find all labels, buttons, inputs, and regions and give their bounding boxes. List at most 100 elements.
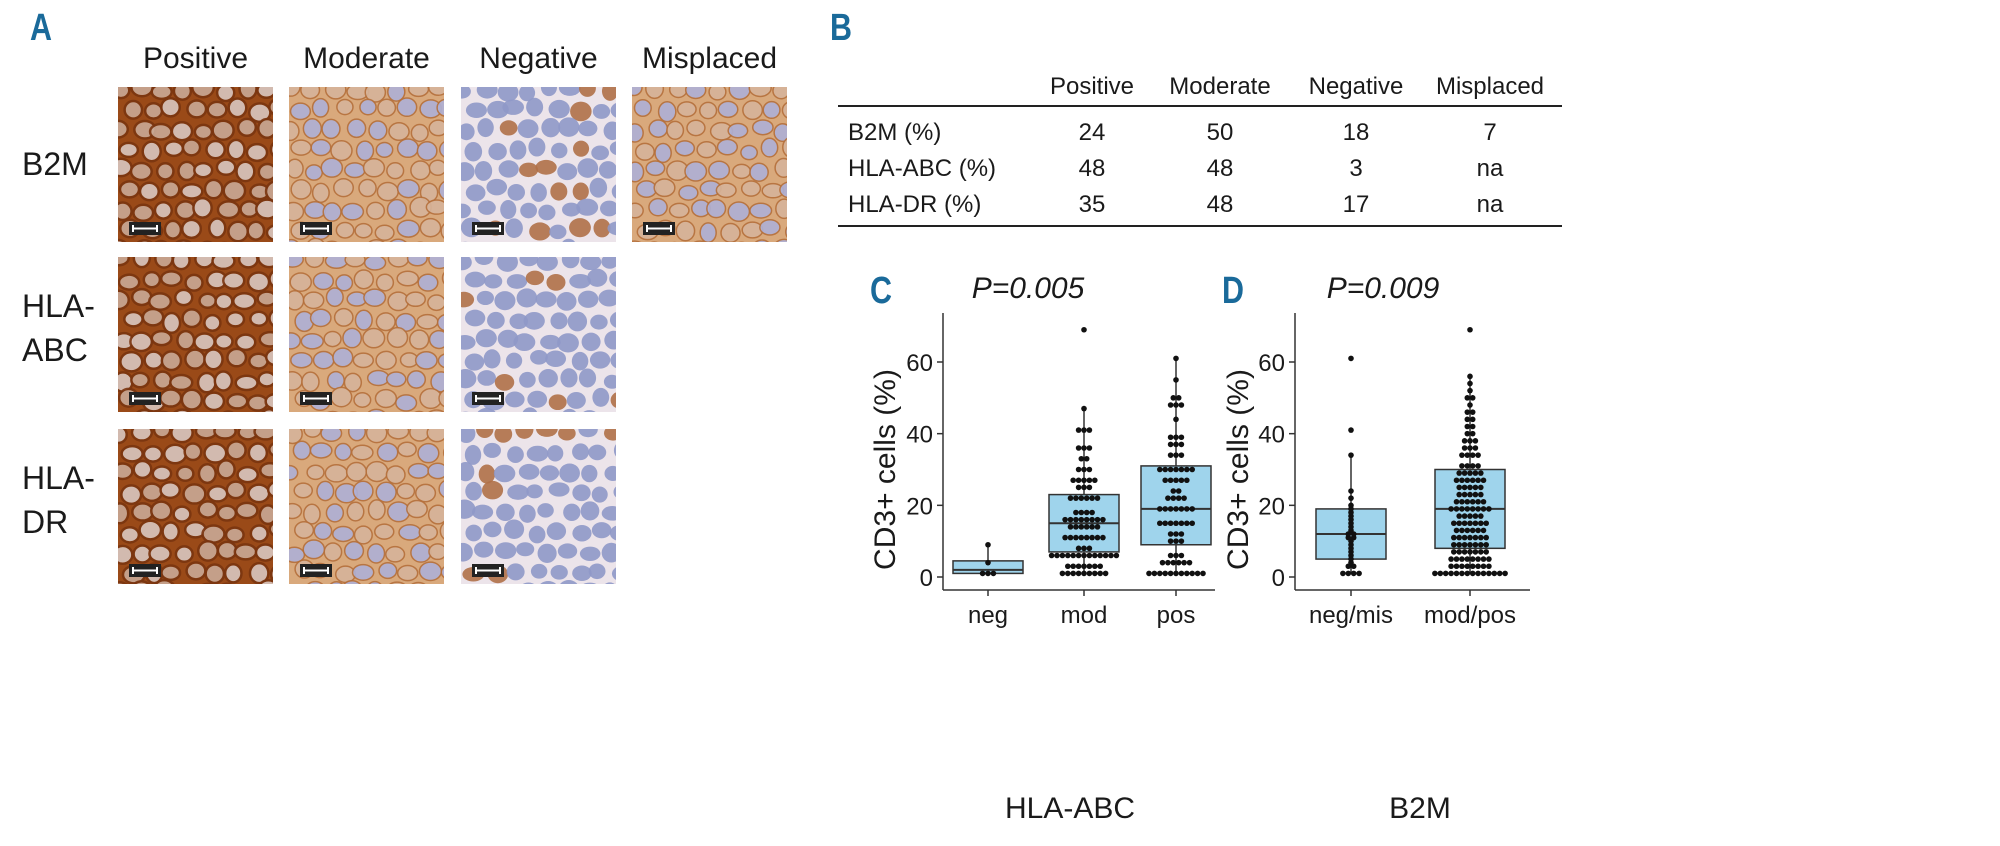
data-point <box>1175 559 1182 566</box>
data-point <box>1065 570 1071 577</box>
data-point <box>1081 445 1087 451</box>
data-point <box>1475 527 1481 534</box>
micrograph <box>289 87 444 242</box>
data-point <box>1089 524 1095 530</box>
data-point <box>1070 570 1076 577</box>
data-point <box>1480 527 1487 534</box>
data-point <box>1184 466 1190 473</box>
row-label: B2M <box>22 146 88 182</box>
data-point <box>1094 524 1101 530</box>
data-point <box>1472 470 1479 476</box>
data-point <box>1184 520 1190 527</box>
data-point <box>1456 484 1462 491</box>
data-point <box>1159 559 1166 566</box>
data-point <box>1078 516 1085 523</box>
data-point <box>1175 495 1182 501</box>
data-point <box>1094 495 1101 501</box>
data-point <box>1469 452 1476 458</box>
data-point <box>1178 466 1185 473</box>
data-point <box>1065 552 1071 559</box>
data-point <box>1184 477 1190 484</box>
data-point <box>1464 452 1471 458</box>
data-point <box>1170 495 1177 501</box>
data-point <box>1200 570 1206 577</box>
scale-bar <box>129 392 161 405</box>
micrograph <box>118 257 273 412</box>
data-point <box>1461 541 1468 548</box>
data-point <box>1467 541 1473 548</box>
data-point <box>1081 563 1087 570</box>
data-point <box>1464 506 1471 512</box>
table-cell: na <box>1477 155 1504 182</box>
data-point <box>1480 477 1487 484</box>
data-point <box>1453 506 1460 512</box>
data-point <box>1461 534 1468 541</box>
x-tick-label: mod/pos <box>1424 602 1516 629</box>
row-label: DR <box>22 504 68 540</box>
data-point <box>1081 545 1087 552</box>
data-point <box>1070 477 1076 484</box>
data-point <box>1173 441 1179 448</box>
data-point <box>1178 402 1185 408</box>
data-point <box>1496 570 1503 577</box>
data-point <box>1464 430 1471 437</box>
data-point <box>1081 484 1087 491</box>
x-axis-label: HLA-ABC <box>1005 792 1135 825</box>
data-point <box>1461 470 1468 476</box>
panel-label-d: D <box>1222 270 1244 312</box>
table-header: Misplaced <box>1436 73 1544 100</box>
data-point <box>1480 570 1487 577</box>
data-point <box>1461 484 1468 491</box>
data-point <box>1178 441 1185 448</box>
data-point <box>1157 466 1163 473</box>
x-axis-label: B2M <box>1389 792 1451 825</box>
data-point <box>1070 563 1076 570</box>
data-point <box>1432 570 1438 577</box>
data-point <box>1083 534 1090 541</box>
data-point <box>1173 434 1179 441</box>
data-point <box>1469 395 1476 401</box>
data-point <box>1178 531 1185 537</box>
data-point <box>1464 395 1471 401</box>
data-point <box>1083 495 1090 501</box>
micrograph <box>289 429 444 584</box>
data-point <box>1464 563 1471 570</box>
data-point <box>1464 477 1471 484</box>
data-point <box>1472 520 1479 527</box>
data-point <box>1480 563 1487 570</box>
data-point <box>1469 477 1476 484</box>
table-cell: 50 <box>1207 119 1234 146</box>
data-point <box>1469 570 1476 577</box>
column-header: Positive <box>143 42 248 75</box>
data-point <box>1089 534 1095 541</box>
data-point <box>1486 563 1492 570</box>
data-point <box>1086 563 1093 570</box>
data-point <box>1178 538 1185 544</box>
data-point <box>1480 506 1487 512</box>
data-point <box>1348 488 1354 494</box>
panel-label-b: B <box>830 7 852 49</box>
data-point <box>1086 552 1093 559</box>
data-point <box>1146 570 1152 577</box>
data-point <box>1475 463 1481 469</box>
data-point <box>1073 524 1079 530</box>
data-point <box>990 570 997 577</box>
data-point <box>1486 570 1492 577</box>
data-point <box>1475 506 1481 512</box>
data-point <box>1348 427 1354 433</box>
data-point <box>1340 570 1346 577</box>
data-point <box>1469 430 1476 437</box>
data-point <box>1167 552 1174 559</box>
data-point <box>1467 520 1473 527</box>
data-point <box>1459 556 1465 562</box>
table-cell: 3 <box>1349 155 1362 182</box>
data-point <box>1067 534 1074 541</box>
table-header: Moderate <box>1169 73 1270 100</box>
x-tick-label: mod <box>1061 602 1108 629</box>
data-point <box>1173 531 1179 537</box>
data-point <box>1467 470 1473 476</box>
scale-bar <box>472 392 504 405</box>
y-tick-label: 40 <box>1258 422 1285 449</box>
